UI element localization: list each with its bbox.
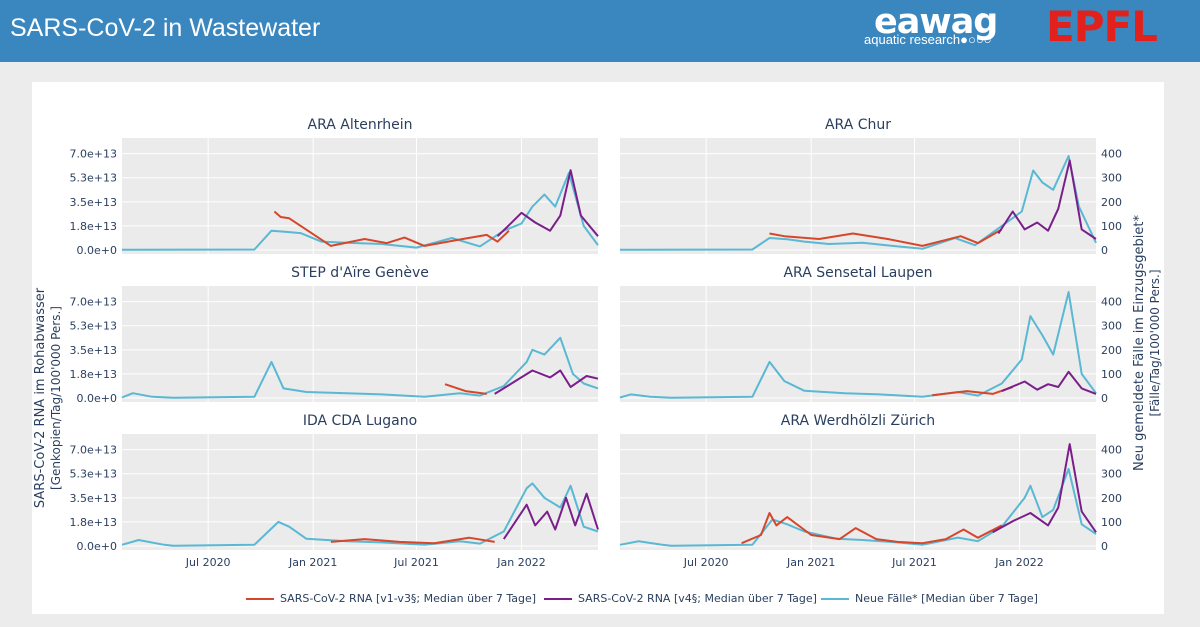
x-tick-label: Jul 2021 <box>891 556 937 569</box>
y-right-tick-label: 100 <box>1101 516 1122 529</box>
legend-label-cases: Neue Fälle* [Median über 7 Tage] <box>855 592 1038 605</box>
y-left-tick-label: 5.3e+13 <box>70 172 117 185</box>
x-tick-label: Jul 2020 <box>683 556 729 569</box>
y-right-tick-label: 300 <box>1101 320 1122 333</box>
subplot-title: IDA CDA Lugano <box>303 413 417 429</box>
subplot-bg <box>122 434 598 550</box>
y-left-tick-label: 0.0e+0 <box>77 244 117 257</box>
y-right-tick-label: 300 <box>1101 468 1122 481</box>
y-left-tick-label: 0.0e+0 <box>77 392 117 405</box>
app-header: SARS-CoV-2 in Wastewater eawag aquatic r… <box>0 0 1200 62</box>
y-right-tick-label: 0 <box>1101 540 1108 553</box>
subplot-bg <box>620 138 1096 254</box>
legend-item-v4[interactable]: SARS-CoV-2 RNA [v4§; Median über 7 Tage] <box>544 592 817 605</box>
legend-swatch-v13 <box>246 598 274 600</box>
series-line-v13 <box>330 536 495 545</box>
series-line-v4 <box>1001 370 1097 395</box>
subplot-bg <box>620 434 1096 550</box>
series-line-v13 <box>444 383 487 395</box>
subplot-title: ARA Chur <box>825 117 891 133</box>
series-line-v4 <box>502 492 599 540</box>
series-line-cases <box>121 171 599 251</box>
y-left-tick-label: 3.5e+13 <box>70 344 117 357</box>
series-line-cases <box>121 336 599 399</box>
eawag-logo[interactable]: eawag aquatic research●○○○ <box>862 2 1022 52</box>
epfl-logo[interactable]: EPFL <box>1046 2 1158 51</box>
y-left-tick-label: 3.5e+13 <box>70 492 117 505</box>
y-left-tick-label: 7.0e+13 <box>70 296 117 309</box>
y-left-tick-label: 7.0e+13 <box>70 444 117 457</box>
app-title: SARS-CoV-2 in Wastewater <box>10 14 321 42</box>
y-right-tick-label: 100 <box>1101 368 1122 381</box>
y-right-tick-label: 400 <box>1101 296 1122 309</box>
subplot-bg <box>122 286 598 402</box>
y-left-tick-label: 5.3e+13 <box>70 320 117 333</box>
series-line-cases <box>619 467 1097 547</box>
y-right-tick-label: 100 <box>1101 220 1122 233</box>
subplot-title: ARA Sensetal Laupen <box>783 265 932 281</box>
subplot-title: ARA Werdhölzli Zürich <box>781 413 935 429</box>
series-line-cases <box>121 482 599 547</box>
y-right-axis-label: Neu gemeldete Fälle im Einzugsgebiet* <box>1132 215 1147 471</box>
series-line-cases <box>619 291 1097 399</box>
subplot-title: STEP d'Aïre Genève <box>291 265 429 281</box>
legend-label-v4: SARS-CoV-2 RNA [v4§; Median über 7 Tage] <box>578 592 817 605</box>
subplot-title: ARA Altenrhein <box>308 117 413 133</box>
y-left-tick-label: 1.8e+13 <box>70 368 117 381</box>
legend-label-v13: SARS-CoV-2 RNA [v1-v3§; Median über 7 Ta… <box>280 592 537 605</box>
y-right-tick-label: 200 <box>1101 492 1122 505</box>
legend-item-cases[interactable]: Neue Fälle* [Median über 7 Tage] <box>821 592 1038 605</box>
legend-swatch-v4 <box>544 598 572 600</box>
y-left-tick-label: 1.8e+13 <box>70 516 117 529</box>
y-left-tick-label: 1.8e+13 <box>70 220 117 233</box>
subplot-bg <box>122 138 598 254</box>
series-line-v4 <box>992 443 1097 534</box>
series-line-v4 <box>496 169 599 237</box>
y-right-tick-label: 0 <box>1101 244 1108 257</box>
eawag-wordmark: eawag <box>874 2 998 42</box>
y-right-axis-unit: [Fälle/Tag/100'000 Pers.] <box>1148 269 1162 416</box>
y-right-tick-label: 400 <box>1101 148 1122 161</box>
x-tick-label: Jul 2021 <box>393 556 439 569</box>
y-right-tick-label: 0 <box>1101 392 1108 405</box>
x-tick-label: Jan 2021 <box>288 556 337 569</box>
x-tick-label: Jan 2022 <box>994 556 1043 569</box>
x-tick-label: Jan 2021 <box>786 556 835 569</box>
subplots: ARA Altenrhein 0.0e+0 1.8e+13 3.5e+13 5.3e+1… <box>70 117 1122 569</box>
x-tick-label: Jan 2022 <box>496 556 545 569</box>
y-left-axis-unit: [Genkopien/Tag/100'000 Pers.] <box>49 306 63 490</box>
legend-item-v13[interactable]: SARS-CoV-2 RNA [v1-v3§; Median über 7 Ta… <box>246 592 536 605</box>
y-left-axis-label: SARS-CoV-2 RNA im Rohabwasser <box>33 287 48 508</box>
y-left-tick-label: 3.5e+13 <box>70 196 117 209</box>
y-right-tick-label: 200 <box>1101 196 1122 209</box>
series-line-v13 <box>769 228 1003 247</box>
y-left-tick-label: 0.0e+0 <box>77 540 117 553</box>
x-tick-label: Jul 2020 <box>185 556 231 569</box>
series-line-v4 <box>997 159 1097 240</box>
series-line-v13 <box>741 512 1003 545</box>
series-line-v13 <box>273 210 510 247</box>
legend-swatch-cases <box>821 598 849 600</box>
series-line-v4 <box>494 369 599 395</box>
y-right-tick-label: 200 <box>1101 344 1122 357</box>
subplot-bg <box>620 286 1096 402</box>
y-right-tick-label: 300 <box>1101 172 1122 185</box>
eawag-tagline: aquatic research●○○○ <box>864 32 992 47</box>
y-left-tick-label: 7.0e+13 <box>70 148 117 161</box>
y-left-tick-label: 5.3e+13 <box>70 468 117 481</box>
y-right-tick-label: 400 <box>1101 444 1122 457</box>
